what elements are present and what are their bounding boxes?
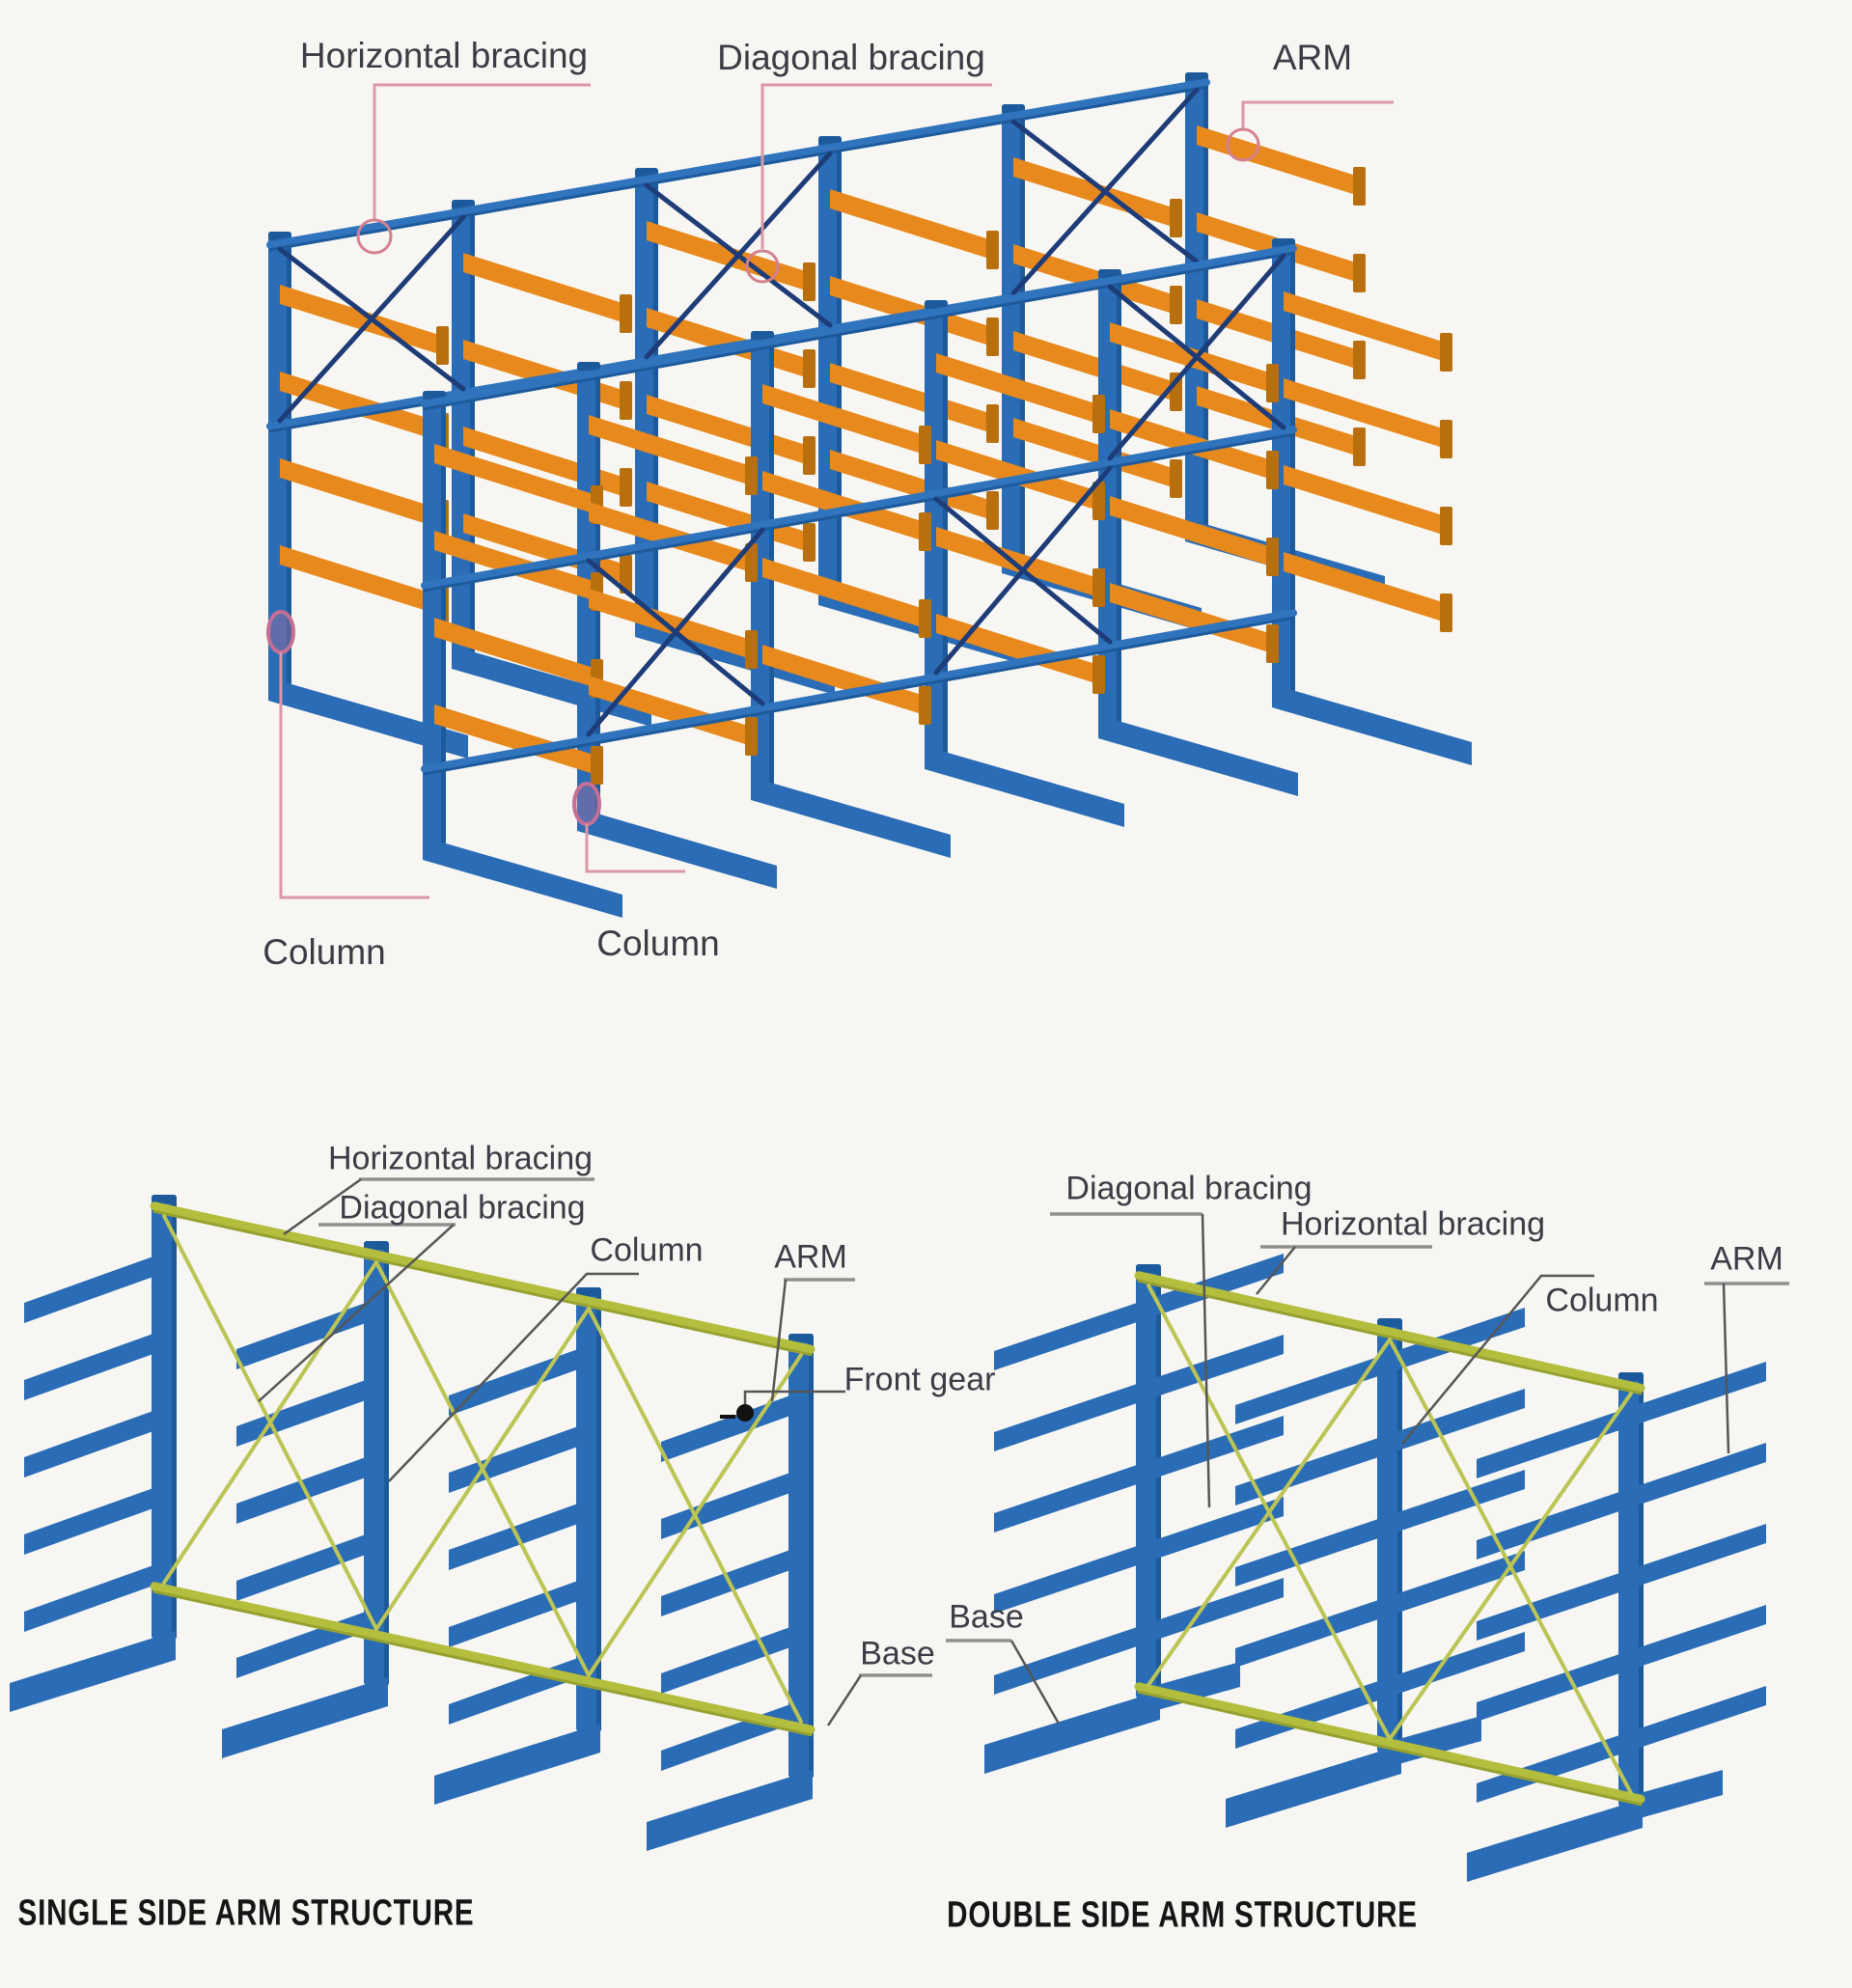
- cantilever-rack-overview-illustration: [266, 72, 1472, 918]
- label-double-column: Column: [1545, 1282, 1659, 1319]
- callout-top-horizontal-bracing: [356, 83, 591, 255]
- callout-single-column: [388, 1272, 639, 1482]
- callout-top-arm: [1226, 100, 1394, 162]
- label-single-horizontal-bracing: Horizontal bracing: [327, 1140, 594, 1177]
- title-double-side-arm-structure: DOUBLE SIDE ARM STRUCTURE: [947, 1894, 1418, 1936]
- label-double-arm: ARM: [1710, 1240, 1783, 1278]
- callout-top-column-left: [266, 610, 429, 899]
- label-single-front-gear: Front gear: [843, 1361, 996, 1398]
- callout-top-diagonal-bracing: [745, 83, 992, 284]
- callout-double-column: [1401, 1274, 1594, 1445]
- double-side-rack-illustration: [984, 1254, 1766, 1882]
- label-double-diagonal-bracing: Diagonal bracing: [1065, 1170, 1313, 1207]
- label-top-arm: ARM: [1272, 38, 1353, 77]
- callout-single-arm: [770, 1278, 855, 1402]
- single-side-rack-illustration: [10, 1195, 815, 1851]
- callout-double-horizontal-bracing: [1256, 1245, 1432, 1295]
- label-single-base: Base: [860, 1635, 935, 1672]
- title-single-side-arm-structure: SINGLE SIDE ARM STRUCTURE: [17, 1892, 475, 1934]
- label-top-column-left: Column: [263, 932, 386, 972]
- label-top-horizontal-bracing: Horizontal bracing: [299, 36, 589, 75]
- callout-double-base: [946, 1639, 1061, 1725]
- callout-single-diagonal-bracing: [258, 1223, 456, 1402]
- label-single-column: Column: [590, 1231, 704, 1269]
- label-top-column-right: Column: [596, 924, 720, 963]
- callout-double-diagonal-bracing: [1050, 1212, 1211, 1508]
- callout-single-front-gear: [720, 1390, 845, 1422]
- callout-single-horizontal-bracing: [283, 1177, 594, 1236]
- label-double-horizontal-bracing: Horizontal bracing: [1280, 1205, 1546, 1243]
- callout-single-base: [826, 1673, 932, 1726]
- callout-top-column-right: [572, 782, 685, 873]
- label-single-arm: ARM: [774, 1238, 847, 1276]
- label-single-diagonal-bracing: Diagonal bracing: [339, 1189, 586, 1227]
- label-top-diagonal-bracing: Diagonal bracing: [717, 38, 985, 77]
- callout-double-arm: [1704, 1282, 1789, 1454]
- label-double-base: Base: [949, 1598, 1024, 1636]
- front-gear-dot: [736, 1404, 754, 1422]
